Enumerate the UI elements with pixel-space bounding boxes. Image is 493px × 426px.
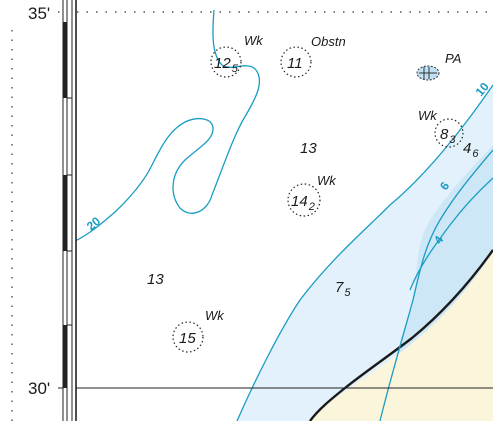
latitude-label-35: 35' <box>28 4 50 23</box>
danger-circle-s3[interactable] <box>287 183 321 217</box>
pa-label: PA <box>445 51 461 66</box>
danger-circle-s2[interactable] <box>280 46 312 78</box>
coastline <box>309 249 493 422</box>
danger-circle-s4[interactable] <box>172 321 204 353</box>
sounding-14-2: 142 <box>291 193 315 213</box>
wreck-label-4: Wk <box>418 108 438 123</box>
obstruction-label: Obstn <box>311 34 346 49</box>
contour-label-20: 20 <box>84 214 103 234</box>
sounding-13-b: 13 <box>147 271 164 288</box>
position-approximate-marker[interactable] <box>416 65 440 81</box>
depth-contour-20 <box>65 9 261 246</box>
latitude-scale-border <box>62 0 77 421</box>
sounding-13-a: 13 <box>300 140 317 157</box>
land-area <box>310 250 493 421</box>
sounding-12-5: 125 <box>214 55 239 75</box>
depth-contour-10 <box>236 84 493 422</box>
wreck-label-2: Wk <box>317 173 337 188</box>
wreck-label-1: Wk <box>244 33 264 48</box>
sounding-4-6: 46 <box>463 140 479 160</box>
danger-circle-s5[interactable] <box>434 118 464 148</box>
danger-circle-s1[interactable] <box>210 46 242 78</box>
wreck-label-3: Wk <box>205 308 225 323</box>
sounding-8-3: 83 <box>440 126 456 146</box>
sounding-11: 11 <box>287 55 303 72</box>
sounding-15: 15 <box>179 330 196 347</box>
latitude-label-30: 30' <box>28 379 50 398</box>
depth-contour-4 <box>409 177 493 291</box>
sounding-7-5: 75 <box>335 279 351 299</box>
